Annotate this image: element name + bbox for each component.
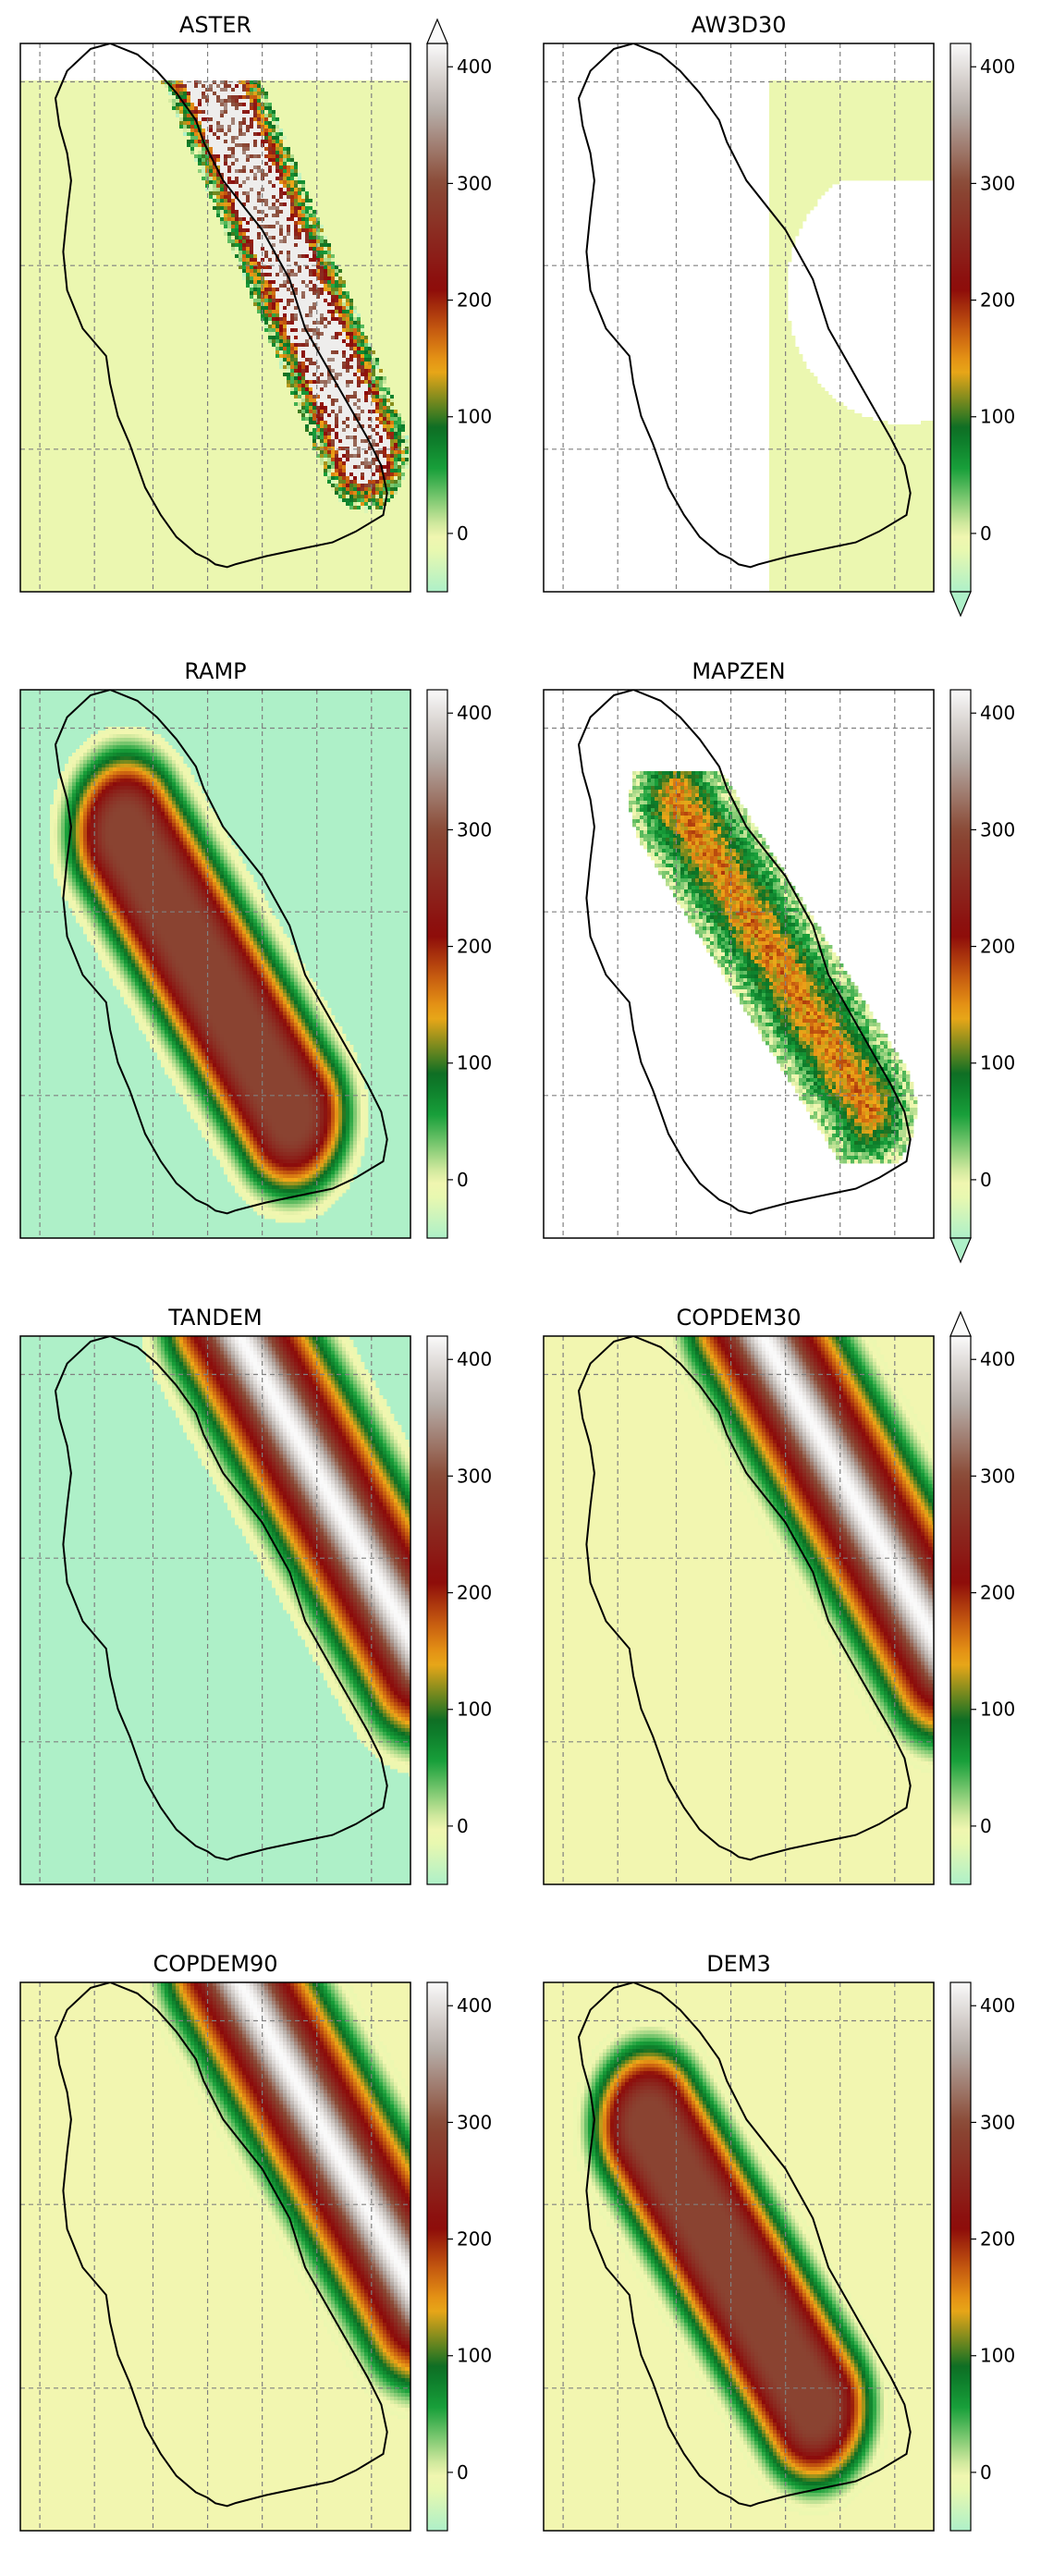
colorbar-tick-label: 0 (980, 2461, 992, 2484)
colorbar-tick-label: 400 (457, 55, 492, 78)
glacier-outline (577, 43, 912, 569)
glacier-outline (54, 1982, 388, 2508)
colorbar-tick-label: 300 (457, 172, 492, 194)
colorbar: 0 100 200 300 400 (949, 1310, 1015, 1885)
colorbar-tick-label: 300 (980, 1465, 1015, 1487)
glacier-outline (577, 1982, 912, 2508)
map-frame (19, 1981, 411, 2532)
colorbar-tick-label: 200 (457, 936, 492, 958)
panel-title: ASTER (179, 12, 251, 38)
colorbar-tick-label: 100 (980, 406, 1015, 428)
panel-copdem90: COPDEM90 0 100 200 300 400 (19, 1951, 492, 2532)
colorbar-tick-label: 200 (457, 289, 492, 312)
colorbar-tick-label: 400 (457, 702, 492, 724)
colorbar: 0 100 200 300 400 (949, 1981, 1015, 2532)
panel-title: RAMP (184, 658, 246, 684)
panel-copdem30: COPDEM30 0 100 200 300 400 (543, 1305, 1015, 1885)
colorbar: 0 100 200 300 400 (426, 1335, 492, 1885)
panel-title: COPDEM90 (153, 1951, 277, 1977)
colorbar-tick-label: 0 (457, 1169, 469, 1191)
elevation-raster (544, 1336, 934, 1884)
panel-title: AW3D30 (691, 12, 786, 38)
elevation-raster (544, 1982, 934, 2531)
colorbar-tick-label: 300 (457, 818, 492, 840)
colorbar-extend-min (949, 591, 972, 618)
elevation-raster (20, 690, 410, 1238)
panel-tandem: TANDEM 0 100 200 300 400 (19, 1305, 492, 1885)
map-frame (543, 1981, 935, 2532)
glacier-outline (54, 1336, 388, 1861)
colorbar-tick-label: 0 (980, 522, 992, 545)
elevation-raster (20, 43, 410, 592)
map-frame (19, 1335, 411, 1885)
colorbar-tick-label: 100 (980, 1699, 1015, 1721)
elevation-raster (544, 43, 934, 592)
glacier-outline (54, 690, 388, 1215)
colorbar-tick-label: 300 (457, 1465, 492, 1487)
colorbar-tick-label: 200 (980, 936, 1015, 958)
panel-title: TANDEM (167, 1305, 263, 1331)
elevation-raster (20, 1336, 410, 1884)
glacier-outline (54, 43, 388, 569)
colorbar-tick-label: 300 (457, 2111, 492, 2133)
colorbar-tick-label: 400 (980, 1994, 1015, 2017)
panel-title: DEM3 (706, 1951, 771, 1977)
colorbar-tick-label: 400 (457, 1348, 492, 1370)
colorbar-tick-label: 100 (457, 2345, 492, 2367)
elevation-raster (20, 1982, 410, 2531)
colorbar-extend-min (949, 1237, 972, 1264)
colorbar: 0 100 200 300 400 (949, 689, 1015, 1264)
panel-aster: ASTER 0 100 200 300 400 (19, 12, 492, 593)
colorbar-tick-label: 400 (980, 55, 1015, 78)
map-frame (543, 689, 935, 1239)
colorbar-tick-label: 400 (980, 1348, 1015, 1370)
colorbar-tick-label: 100 (457, 1052, 492, 1074)
colorbar-extend-max (949, 1310, 972, 1337)
panel-dem3: DEM3 0 100 200 300 400 (543, 1951, 1015, 2532)
panel-title: COPDEM30 (676, 1305, 801, 1331)
colorbar-extend-max (426, 18, 448, 44)
map-frame (543, 43, 935, 593)
colorbar-tick-label: 0 (980, 1169, 992, 1191)
colorbar-tick-label: 100 (980, 1052, 1015, 1074)
colorbar-tick-label: 200 (980, 289, 1015, 312)
colorbar-tick-label: 0 (457, 1815, 469, 1837)
map-frame (19, 43, 411, 593)
colorbar-tick-label: 400 (980, 702, 1015, 724)
colorbar-tick-label: 200 (980, 2228, 1015, 2251)
map-frame (543, 1335, 935, 1885)
colorbar-tick-label: 200 (980, 1582, 1015, 1604)
colorbar-tick-label: 300 (980, 172, 1015, 194)
panel-aw3d30: AW3D30 0 100 200 300 400 (543, 12, 1015, 618)
colorbar-tick-label: 0 (980, 1815, 992, 1837)
colorbar: 0 100 200 300 400 (426, 1981, 492, 2532)
colorbar-tick-label: 100 (457, 1699, 492, 1721)
colorbar-tick-label: 200 (457, 1582, 492, 1604)
colorbar-tick-label: 300 (980, 2111, 1015, 2133)
colorbar-tick-label: 400 (457, 1994, 492, 2017)
colorbar: 0 100 200 300 400 (426, 689, 492, 1239)
colorbar: 0 100 200 300 400 (426, 18, 492, 593)
glacier-outline (577, 690, 912, 1215)
panel-ramp: RAMP 0 100 200 300 400 (19, 658, 492, 1239)
elevation-raster (544, 690, 934, 1238)
colorbar-tick-label: 0 (457, 2461, 469, 2484)
panel-title: MAPZEN (692, 658, 785, 684)
colorbar: 0 100 200 300 400 (949, 43, 1015, 618)
panel-mapzen: MAPZEN 0 100 200 300 400 (543, 658, 1015, 1264)
map-frame (19, 689, 411, 1239)
colorbar-tick-label: 200 (457, 2228, 492, 2251)
colorbar-tick-label: 300 (980, 818, 1015, 840)
colorbar-tick-label: 0 (457, 522, 469, 545)
glacier-outline (577, 1336, 912, 1861)
colorbar-tick-label: 100 (457, 406, 492, 428)
colorbar-tick-label: 100 (980, 2345, 1015, 2367)
